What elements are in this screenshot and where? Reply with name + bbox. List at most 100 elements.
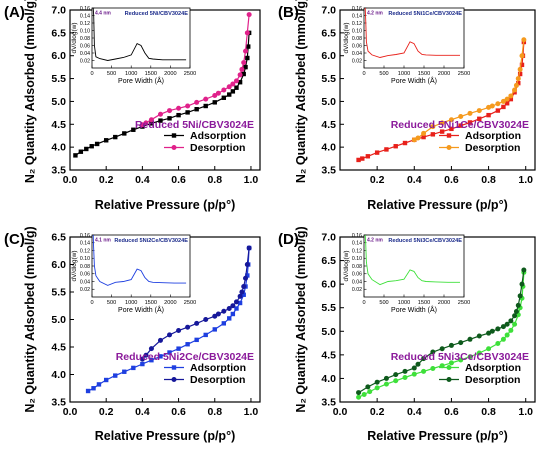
data-point-desorption	[194, 320, 200, 326]
legend-marker	[171, 145, 177, 150]
data-point-desorption	[226, 306, 232, 311]
y-tick-label: 4.0	[321, 142, 336, 154]
data-point-desorption	[439, 120, 445, 126]
y-tick-label: 7.0	[321, 232, 336, 244]
data-point-desorption	[167, 332, 173, 338]
x-tick-label: 1.0	[244, 174, 259, 186]
inset-x-tick-label: 2500	[458, 71, 470, 77]
data-point-adsorption	[476, 350, 482, 356]
data-point-adsorption	[421, 368, 427, 374]
x-tick-label: 0.4	[407, 174, 422, 186]
inset-x-tick-label: 1000	[398, 300, 410, 306]
data-point-adsorption	[356, 394, 362, 400]
inset-y-tick-label: 0.14	[80, 13, 90, 19]
y-tick-label: 6.0	[51, 50, 66, 62]
data-point-desorption	[226, 84, 232, 90]
data-point-desorption	[476, 333, 482, 339]
data-point-adsorption	[241, 292, 246, 297]
inset-y-tick-label: 0.10	[352, 256, 362, 262]
data-point-desorption	[415, 135, 421, 141]
y-tick-label: 6.5	[51, 232, 66, 244]
inset-y-tick-label: 0.06	[80, 43, 90, 49]
data-point-desorption	[244, 262, 250, 267]
data-point-desorption	[512, 87, 518, 93]
inset-y-tick-label: 0.04	[80, 279, 90, 285]
inset-series-line	[92, 7, 187, 61]
data-point-desorption	[194, 99, 200, 105]
inset-annotation: 4.4 nm	[95, 11, 111, 17]
y-axis-label: N₂ Quantity Adsorbed (mmol/g)	[294, 226, 308, 412]
data-point-adsorption	[449, 126, 454, 132]
x-axis-label: Relative Pressure (p/p°)	[367, 429, 507, 443]
inset-title: Reduced 5Ni2Ce/CBV3024E	[114, 238, 188, 244]
y-tick-label: 6.0	[321, 279, 336, 291]
legend-marker	[171, 133, 177, 138]
legend-marker	[446, 133, 452, 138]
y-tick-label: 4.0	[321, 373, 336, 385]
y-tick-label: 7.0	[321, 5, 336, 17]
data-point-desorption	[467, 110, 473, 116]
panel-label: (A)	[4, 4, 25, 21]
inset-plot: 0.02 0.040.06 0.08 0.10 0.120.14 0.16 0 500 1000…	[71, 233, 196, 314]
data-point-adsorption	[122, 369, 127, 374]
inset-frame	[91, 234, 191, 298]
inset-x-tick-label: 2500	[184, 300, 196, 306]
data-point-adsorption	[185, 110, 190, 115]
data-point-adsorption	[194, 337, 199, 343]
data-point-desorption	[504, 321, 510, 327]
x-tick-label: 0.8	[207, 174, 222, 186]
legend-marker	[171, 365, 177, 370]
data-point-desorption	[243, 275, 249, 281]
data-point-desorption	[185, 324, 191, 330]
data-point-desorption	[513, 82, 519, 88]
inset-y-axis-label: dV/dlog(w)	[71, 250, 78, 281]
x-axis-label: Relative Pressure (p/p°)	[95, 429, 235, 443]
inset-series-line	[364, 234, 460, 286]
data-point-adsorption	[122, 131, 127, 136]
data-point-desorption	[239, 289, 245, 295]
x-tick-label: 0.8	[207, 406, 222, 418]
data-point-desorption	[519, 53, 525, 59]
data-point-desorption	[521, 267, 527, 273]
y-tick-label: 6.5	[321, 255, 336, 267]
inset-x-tick-label: 1500	[418, 300, 430, 306]
inset-frame	[363, 7, 465, 69]
data-point-adsorption	[212, 327, 217, 332]
data-point-desorption	[448, 117, 454, 123]
y-tick-label: 5.5	[51, 73, 66, 85]
legend-marker	[171, 377, 177, 382]
data-point-desorption	[383, 375, 389, 381]
inset-y-tick-label: 0.12	[352, 248, 362, 254]
data-point-desorption	[246, 245, 252, 251]
data-point-desorption	[448, 342, 454, 348]
y-tick-label: 4.5	[321, 119, 336, 131]
data-point-desorption	[411, 365, 417, 371]
data-point-adsorption	[167, 116, 172, 121]
x-tick-label: 0.2	[370, 406, 385, 418]
data-point-adsorption	[402, 374, 408, 380]
inset-x-axis-label: Pore Width (Å)	[118, 305, 164, 314]
inset-x-tick-label: 0	[362, 71, 365, 77]
inset-y-tick-label: 0.06	[80, 272, 90, 278]
data-point-desorption	[230, 81, 236, 87]
x-tick-label: 0.0	[63, 174, 78, 186]
data-point-adsorption	[477, 116, 482, 121]
x-tick-label: 1.0	[518, 406, 533, 418]
data-point-adsorption	[467, 120, 473, 125]
data-point-adsorption	[501, 104, 506, 110]
data-point-desorption	[356, 390, 362, 396]
data-point-desorption	[221, 87, 227, 93]
inset-x-tick-label: 1000	[125, 71, 137, 77]
data-point-desorption	[244, 30, 250, 36]
data-point-adsorption	[149, 121, 154, 126]
inset-x-tick-label: 2500	[184, 71, 196, 77]
data-point-adsorption	[508, 96, 514, 102]
data-point-adsorption	[360, 156, 365, 161]
data-point-adsorption	[367, 389, 373, 395]
panel-label: (D)	[278, 231, 299, 248]
legend-marker	[446, 377, 452, 382]
inset-x-tick-label: 1000	[125, 300, 137, 306]
data-point-desorption	[512, 313, 518, 319]
inset-x-tick-label: 2000	[164, 300, 176, 306]
y-tick-label: 6.5	[321, 27, 336, 39]
